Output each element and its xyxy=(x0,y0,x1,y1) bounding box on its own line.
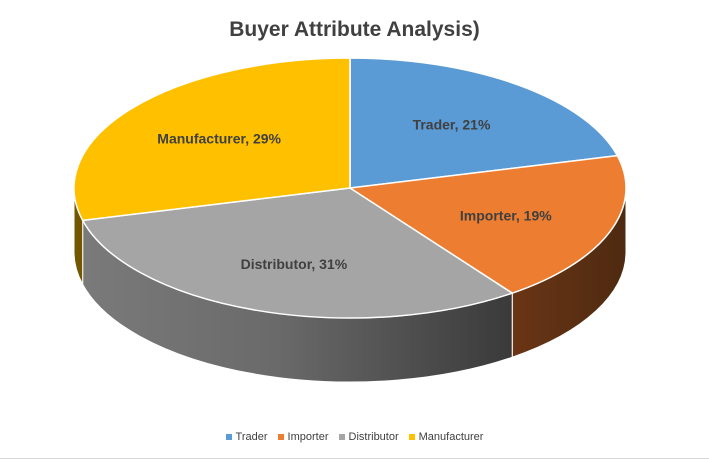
legend-swatch-distributor xyxy=(338,434,345,440)
legend-item-distributor: Distributor xyxy=(338,431,399,443)
chart-legend: Trader Importer Distributor Manufacturer xyxy=(0,431,709,443)
legend-label-trader: Trader xyxy=(235,431,268,443)
pie-top-faces xyxy=(73,57,627,319)
chart-title: Buyer Attribute Analysis) xyxy=(229,18,480,41)
legend-label-importer: Importer xyxy=(287,431,329,443)
legend-item-manufacturer: Manufacturer xyxy=(408,431,484,443)
legend-label-distributor: Distributor xyxy=(348,431,399,443)
legend-item-importer: Importer xyxy=(277,431,329,443)
pie-slice-distributor xyxy=(81,187,513,319)
pie-slice-manufacturer xyxy=(73,57,351,222)
pie-slice-trader xyxy=(349,57,619,189)
data-label-importer: Importer, 19% xyxy=(460,207,552,223)
pie-data-labels: Trader, 21% Importer, 19% Distributor, 31%… xyxy=(157,116,552,272)
legend-swatch-trader xyxy=(225,434,232,440)
legend-label-manufacturer: Manufacturer xyxy=(418,431,484,443)
legend-item-trader: Trader xyxy=(225,431,268,443)
legend-swatch-manufacturer xyxy=(408,434,415,440)
data-label-trader: Trader, 21% xyxy=(413,116,491,132)
pie-slice-importer xyxy=(349,154,627,294)
data-label-distributor: Distributor, 31% xyxy=(241,256,348,272)
data-label-manufacturer: Manufacturer, 29% xyxy=(157,131,281,147)
legend-swatch-importer xyxy=(277,434,284,440)
